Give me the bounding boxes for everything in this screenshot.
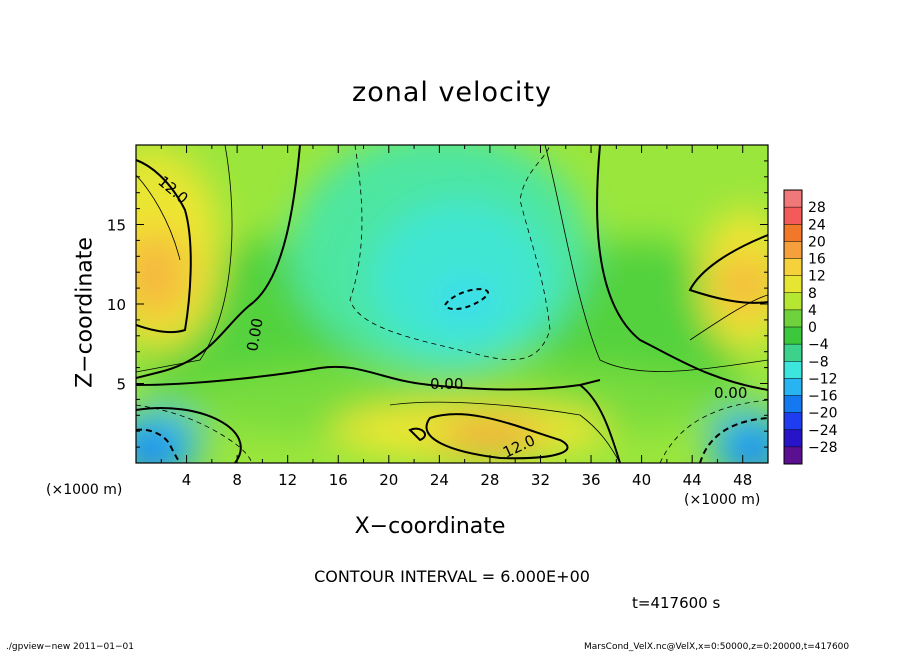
contour-label: 0.00	[243, 317, 267, 353]
x-tick-label: 4	[182, 471, 192, 489]
y-tick-label: 5	[116, 376, 126, 394]
contour-label: 0.00	[430, 375, 463, 393]
colorbar-swatch	[784, 190, 802, 208]
plot-field	[136, 145, 768, 463]
colorbar-label: 12	[808, 269, 826, 285]
colorbar-swatch	[784, 224, 802, 242]
time-label: t=417600 s	[632, 594, 721, 612]
x-unit-label-right: (×1000 m)	[684, 492, 761, 508]
x-tick-label: 12	[278, 471, 297, 489]
contour-interval-label: CONTOUR INTERVAL = 6.000E+00	[314, 567, 590, 586]
x-unit-label-left: (×1000 m)	[46, 482, 123, 498]
colorbar-label: 0	[808, 320, 817, 336]
x-axis: 4 8 12 16 20 24 28 32 36 40 44 48	[135, 145, 769, 489]
x-tick-label: 24	[430, 471, 449, 489]
colorbar-swatch	[784, 327, 802, 345]
chart-title: zonal velocity	[352, 77, 552, 108]
colorbar-label: −16	[808, 389, 838, 405]
colorbar-swatch	[784, 309, 802, 328]
colorbar-swatch	[784, 446, 802, 465]
colorbar-label: 24	[808, 217, 826, 233]
colorbar-label: −28	[808, 440, 838, 456]
colorbar-swatch	[784, 258, 802, 277]
colorbar-label: 20	[808, 234, 826, 250]
colorbar-swatch	[784, 241, 802, 259]
colorbar-swatch	[784, 275, 802, 294]
colorbar-swatch	[784, 207, 802, 225]
x-tick-label: 32	[531, 471, 550, 489]
colorbar-label: −8	[808, 354, 829, 370]
colorbar-label: −24	[808, 423, 838, 439]
y-axis-label: Z−coordinate	[72, 237, 98, 388]
colorbar-label: 16	[808, 252, 826, 268]
colorbar-swatch	[784, 429, 802, 448]
colorbar-label: −4	[808, 337, 829, 353]
x-tick-label: 28	[480, 471, 499, 489]
y-axis: 5 10 15	[107, 160, 768, 464]
x-tick-label: 8	[232, 471, 242, 489]
colorbar-swatch	[784, 361, 802, 379]
colorbar-swatch	[784, 344, 802, 362]
x-tick-label: 40	[632, 471, 651, 489]
colorbar-label: 28	[808, 200, 826, 216]
colorbar-swatch	[784, 412, 802, 431]
y-tick-label: 15	[107, 217, 126, 235]
footer-left: ./gpview−new 2011−01−01	[6, 642, 134, 652]
colorbar-label: −20	[808, 406, 838, 422]
colorbar-label: 4	[808, 303, 817, 319]
x-tick-label: 48	[733, 471, 752, 489]
x-tick-label: 16	[329, 471, 348, 489]
colorbar-swatch	[784, 395, 802, 414]
y-tick-label: 10	[107, 296, 126, 314]
x-axis-label: X−coordinate	[354, 514, 506, 539]
colorbar-swatch	[784, 378, 802, 396]
colorbar-label: 8	[808, 286, 817, 302]
x-tick-label: 44	[683, 471, 702, 489]
x-tick-label: 36	[581, 471, 600, 489]
colorbar-label: −12	[808, 371, 838, 387]
x-tick-label: 20	[379, 471, 398, 489]
contour-label: 0.00	[714, 384, 747, 402]
footer-right: MarsCond_VelX.nc@VelX,x=0:50000,z=0:2000…	[584, 642, 850, 652]
colorbar-swatch	[784, 292, 802, 311]
